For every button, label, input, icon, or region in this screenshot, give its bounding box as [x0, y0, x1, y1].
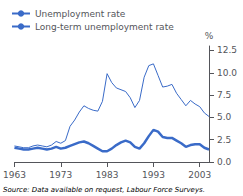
svg-text:Source: Data available on requ: Source: Data available on request, Labou…	[3, 186, 205, 194]
svg-text:0.0: 0.0	[217, 157, 232, 167]
svg-text:1963: 1963	[3, 170, 26, 180]
svg-text:1973: 1973	[49, 170, 72, 180]
svg-text:2.5: 2.5	[217, 135, 231, 145]
svg-text:%: %	[205, 31, 214, 41]
svg-text:5.0: 5.0	[217, 112, 232, 122]
svg-text:Long-term unemployment rate: Long-term unemployment rate	[35, 22, 174, 32]
svg-text:7.5: 7.5	[217, 90, 231, 100]
svg-text:1983: 1983	[96, 170, 119, 180]
svg-text:2003: 2003	[188, 170, 211, 180]
svg-text:10.0: 10.0	[217, 68, 237, 78]
svg-text:12.5: 12.5	[217, 45, 237, 55]
svg-text:1993: 1993	[142, 170, 165, 180]
svg-text:Unemployment rate: Unemployment rate	[35, 9, 126, 19]
